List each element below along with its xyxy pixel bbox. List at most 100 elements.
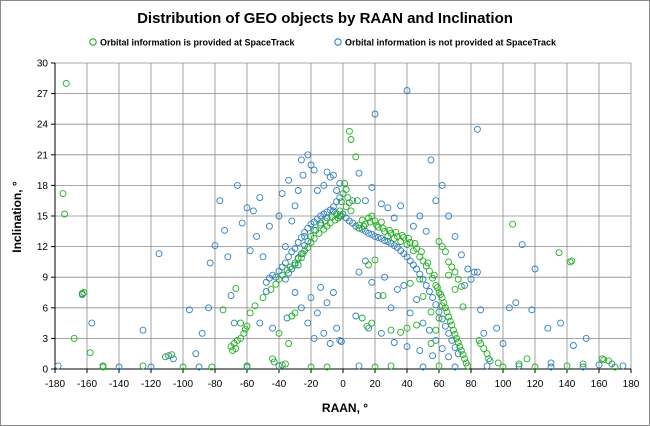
data-point [267, 285, 275, 293]
x-tick-label: 160 [591, 379, 608, 390]
data-point [323, 363, 331, 371]
data-point [451, 344, 459, 352]
data-point [208, 363, 216, 371]
data-point [477, 306, 485, 314]
data-point [294, 261, 302, 269]
data-point [283, 314, 291, 322]
y-axis-ticks: 0 3 6 9 12 15 18 21 24 27 30 [37, 59, 55, 376]
data-point [371, 256, 379, 264]
data-point [494, 359, 502, 367]
data-point [285, 340, 293, 347]
data-point [355, 362, 363, 370]
data-point [413, 245, 421, 253]
data-point [438, 315, 446, 323]
data-point [169, 355, 177, 363]
y-tick-label: 21 [37, 150, 49, 161]
y-axis-title: Inclination, ° [10, 181, 24, 253]
data-point [445, 329, 453, 337]
data-point [453, 334, 461, 342]
data-point [216, 197, 224, 205]
data-point [275, 212, 283, 220]
data-point [406, 257, 414, 265]
data-point [361, 257, 369, 265]
legend-label-not-provided: Orbital information is not provided at S… [345, 38, 557, 48]
data-point [416, 270, 424, 278]
data-point [99, 363, 107, 371]
x-axis-title: RAAN, ° [322, 401, 368, 415]
data-point [278, 271, 286, 279]
y-tick-label: 0 [42, 365, 48, 376]
data-point [531, 363, 539, 371]
data-point [240, 329, 248, 337]
data-point [259, 294, 267, 302]
data-point [557, 319, 565, 327]
data-point [477, 340, 485, 347]
data-point [317, 283, 325, 291]
data-point [341, 179, 349, 187]
data-point [61, 210, 69, 218]
y-tick-label: 6 [42, 303, 48, 314]
data-point [387, 304, 395, 312]
data-point [531, 265, 539, 273]
data-point [518, 241, 526, 249]
data-point [385, 226, 393, 234]
data-point [438, 302, 446, 310]
data-point [347, 136, 355, 143]
data-point [374, 233, 382, 241]
data-point [275, 362, 283, 370]
data-point [313, 309, 321, 317]
data-point [381, 273, 389, 281]
data-point [483, 350, 491, 358]
data-point [406, 309, 414, 317]
data-point [355, 169, 363, 177]
data-point [232, 284, 240, 292]
data-point [419, 293, 427, 301]
data-point [595, 361, 603, 369]
data-point [515, 360, 523, 368]
data-point [422, 281, 430, 289]
data-point [256, 194, 264, 202]
data-point [451, 232, 459, 240]
data-point [457, 251, 465, 259]
data-point [301, 247, 309, 255]
data-point [297, 254, 305, 262]
data-point [432, 301, 440, 309]
series-not-provided [54, 87, 627, 371]
data-point [297, 233, 305, 241]
data-point [294, 187, 302, 194]
data-point [313, 187, 321, 194]
x-tick-label: -60 [240, 379, 255, 390]
y-tick-label: 27 [37, 89, 49, 100]
legend-label-provided: Orbital information is provided at Space… [100, 38, 296, 48]
data-point [563, 362, 571, 370]
data-point [320, 329, 328, 337]
data-point [579, 360, 587, 368]
data-point [413, 321, 421, 329]
data-point [115, 363, 123, 371]
x-tick-label: 0 [340, 379, 346, 390]
data-point [246, 309, 254, 317]
data-point [449, 326, 457, 334]
data-point [246, 247, 254, 255]
data-point [461, 355, 469, 363]
data-point [432, 336, 440, 344]
x-tick-label: 20 [369, 379, 381, 390]
data-point [270, 358, 278, 366]
data-point [430, 271, 438, 279]
data-point [326, 340, 334, 347]
data-point [441, 248, 449, 256]
data-point [342, 203, 350, 211]
legend-marker-provided [89, 38, 97, 46]
data-point [333, 324, 341, 332]
data-point [413, 265, 421, 273]
data-point [253, 232, 261, 240]
y-tick-label: 24 [37, 120, 49, 131]
data-point [78, 290, 86, 297]
data-point [512, 299, 520, 307]
data-point [379, 292, 387, 300]
x-tick-label: 180 [623, 379, 640, 390]
data-point [344, 194, 352, 202]
data-point [445, 212, 453, 220]
data-point [281, 360, 289, 368]
data-point [336, 207, 344, 215]
